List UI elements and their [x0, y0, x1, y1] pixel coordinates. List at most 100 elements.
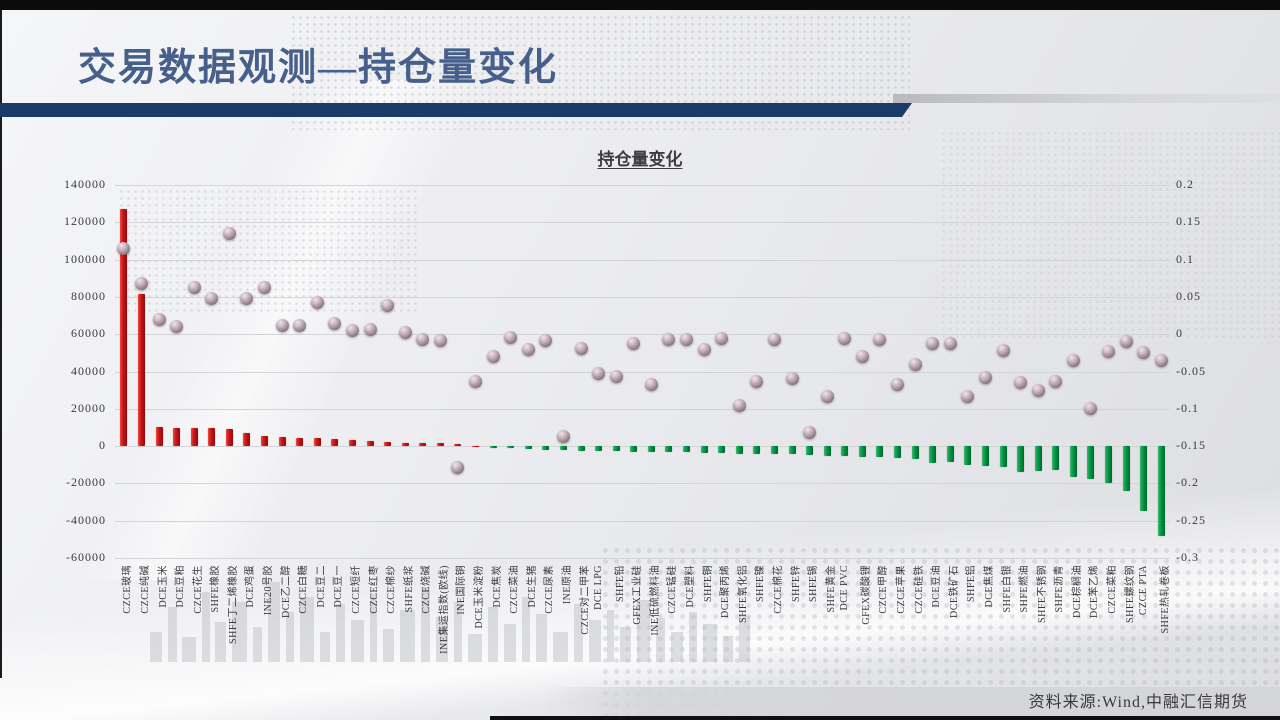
bar-positive — [331, 439, 339, 447]
bar-positive — [313, 438, 321, 447]
left-axis-tick-label: -60000 — [66, 550, 106, 564]
x-axis-label: CZCE纯碱 — [139, 565, 151, 614]
x-axis-label: CZCE尿素 — [544, 565, 556, 614]
bar-negative — [1034, 446, 1042, 471]
bar-negative — [1087, 446, 1095, 480]
bar-negative — [1140, 446, 1148, 512]
x-axis-label: INE国际铜 — [456, 565, 468, 615]
bar-positive — [419, 442, 427, 447]
x-axis-label: CZCE白糖 — [298, 565, 310, 614]
bar-positive — [173, 427, 180, 447]
scatter-marker — [504, 331, 518, 345]
scatter-marker — [680, 332, 693, 346]
bar-negative — [1017, 446, 1024, 472]
x-axis-label: SHFE沥青 — [1054, 565, 1066, 613]
bar-negative — [1122, 446, 1130, 491]
bar-negative — [999, 446, 1007, 467]
bar-positive — [472, 445, 479, 447]
scatter-marker — [469, 375, 482, 389]
bar-negative — [911, 446, 919, 460]
left-axis-tick-label: 100000 — [64, 251, 106, 266]
scatter-marker — [205, 291, 219, 305]
scatter-marker — [961, 389, 975, 403]
bar-negative — [577, 446, 585, 451]
scatter-marker — [187, 281, 201, 295]
x-axis-label: DCE铁矿石 — [948, 565, 960, 618]
plot-area — [115, 185, 1170, 559]
scatter-marker — [1154, 353, 1168, 367]
scatter-marker — [1137, 345, 1151, 359]
bar-negative — [507, 446, 515, 449]
gridline — [115, 408, 1170, 410]
x-axis-label: CZCE棉花 — [772, 565, 784, 614]
right-axis-tick-label: -0.1 — [1176, 400, 1199, 415]
right-axis-tick-label: -0.3 — [1176, 550, 1199, 564]
bar-negative — [1157, 446, 1165, 536]
bar-negative — [1069, 446, 1077, 477]
x-axis-label: DCE LPG — [593, 565, 604, 610]
scatter-marker — [767, 332, 781, 346]
bar-negative — [823, 446, 831, 456]
x-axis-label: INE集运指数(欧线) — [438, 565, 450, 654]
dot-pattern-right — [940, 130, 1280, 340]
bar-positive — [243, 432, 251, 447]
left-axis-tick-label: -20000 — [66, 475, 106, 490]
x-axis-label: DCE豆油 — [931, 565, 943, 608]
x-axis-label: CZCE玻璃 — [122, 565, 134, 614]
bar-negative — [894, 446, 901, 459]
x-axis-label: CZCE烧碱 — [421, 565, 433, 614]
bar-negative — [683, 446, 690, 453]
scatter-marker — [134, 277, 148, 290]
gridline — [115, 483, 1170, 485]
right-axis-tick-label: -0.2 — [1176, 475, 1199, 490]
scatter-marker — [838, 332, 852, 346]
gridline — [115, 185, 1170, 186]
x-axis-label: SHFE白银 — [1001, 565, 1013, 613]
bottom-gray-band — [540, 687, 1280, 717]
gridline — [115, 446, 1170, 448]
scatter-marker — [592, 366, 605, 380]
scatter-marker — [1102, 344, 1115, 358]
scatter-marker — [275, 318, 289, 332]
scatter-marker — [627, 336, 641, 350]
x-axis-label: SHFE铅 — [614, 565, 626, 602]
bar-positive — [436, 443, 444, 447]
x-axis-label: CZCE硅铁 — [913, 565, 925, 614]
gridline — [115, 334, 1170, 336]
bar-negative — [981, 446, 989, 467]
scatter-marker — [750, 375, 764, 389]
scatter-marker — [433, 334, 447, 348]
gridline — [115, 558, 1170, 559]
scatter-marker — [1049, 375, 1063, 389]
scatter-marker — [539, 333, 553, 347]
x-axis-label: DCE苯乙烯 — [1089, 565, 1101, 618]
left-axis-tick-label: 120000 — [64, 214, 106, 229]
left-black-edge — [0, 10, 2, 678]
scatter-marker — [310, 296, 324, 310]
x-axis-label: CZCE锰硅 — [667, 565, 679, 614]
title-underline-band — [0, 103, 912, 117]
right-axis-tick-label: -0.25 — [1176, 512, 1206, 527]
bar-negative — [630, 446, 638, 452]
slide-title: 交易数据观测—持仓量变化 — [78, 47, 559, 89]
scatter-marker — [1031, 384, 1045, 398]
right-axis-tick-label: 0 — [1176, 326, 1183, 341]
title-band-shadow — [893, 94, 1280, 103]
x-axis-label: INE原油 — [561, 565, 573, 605]
bar-negative — [559, 446, 567, 450]
x-axis-label: DCE乙二醇 — [280, 565, 292, 618]
bar-negative — [718, 446, 726, 454]
bar-positive — [120, 209, 128, 447]
bar-negative — [595, 446, 602, 451]
scatter-marker — [486, 350, 500, 364]
gridline — [115, 371, 1170, 373]
scatter-marker — [803, 426, 816, 440]
left-axis-tick-label: -40000 — [66, 512, 106, 527]
bar-negative — [876, 446, 884, 457]
x-axis-label: DCE生猪 — [526, 565, 538, 608]
bar-positive — [278, 436, 286, 447]
bar-negative — [542, 446, 550, 450]
x-axis-label: GFEX碳酸锂 — [860, 565, 872, 625]
scatter-marker — [521, 343, 535, 357]
bar-positive — [137, 294, 145, 447]
